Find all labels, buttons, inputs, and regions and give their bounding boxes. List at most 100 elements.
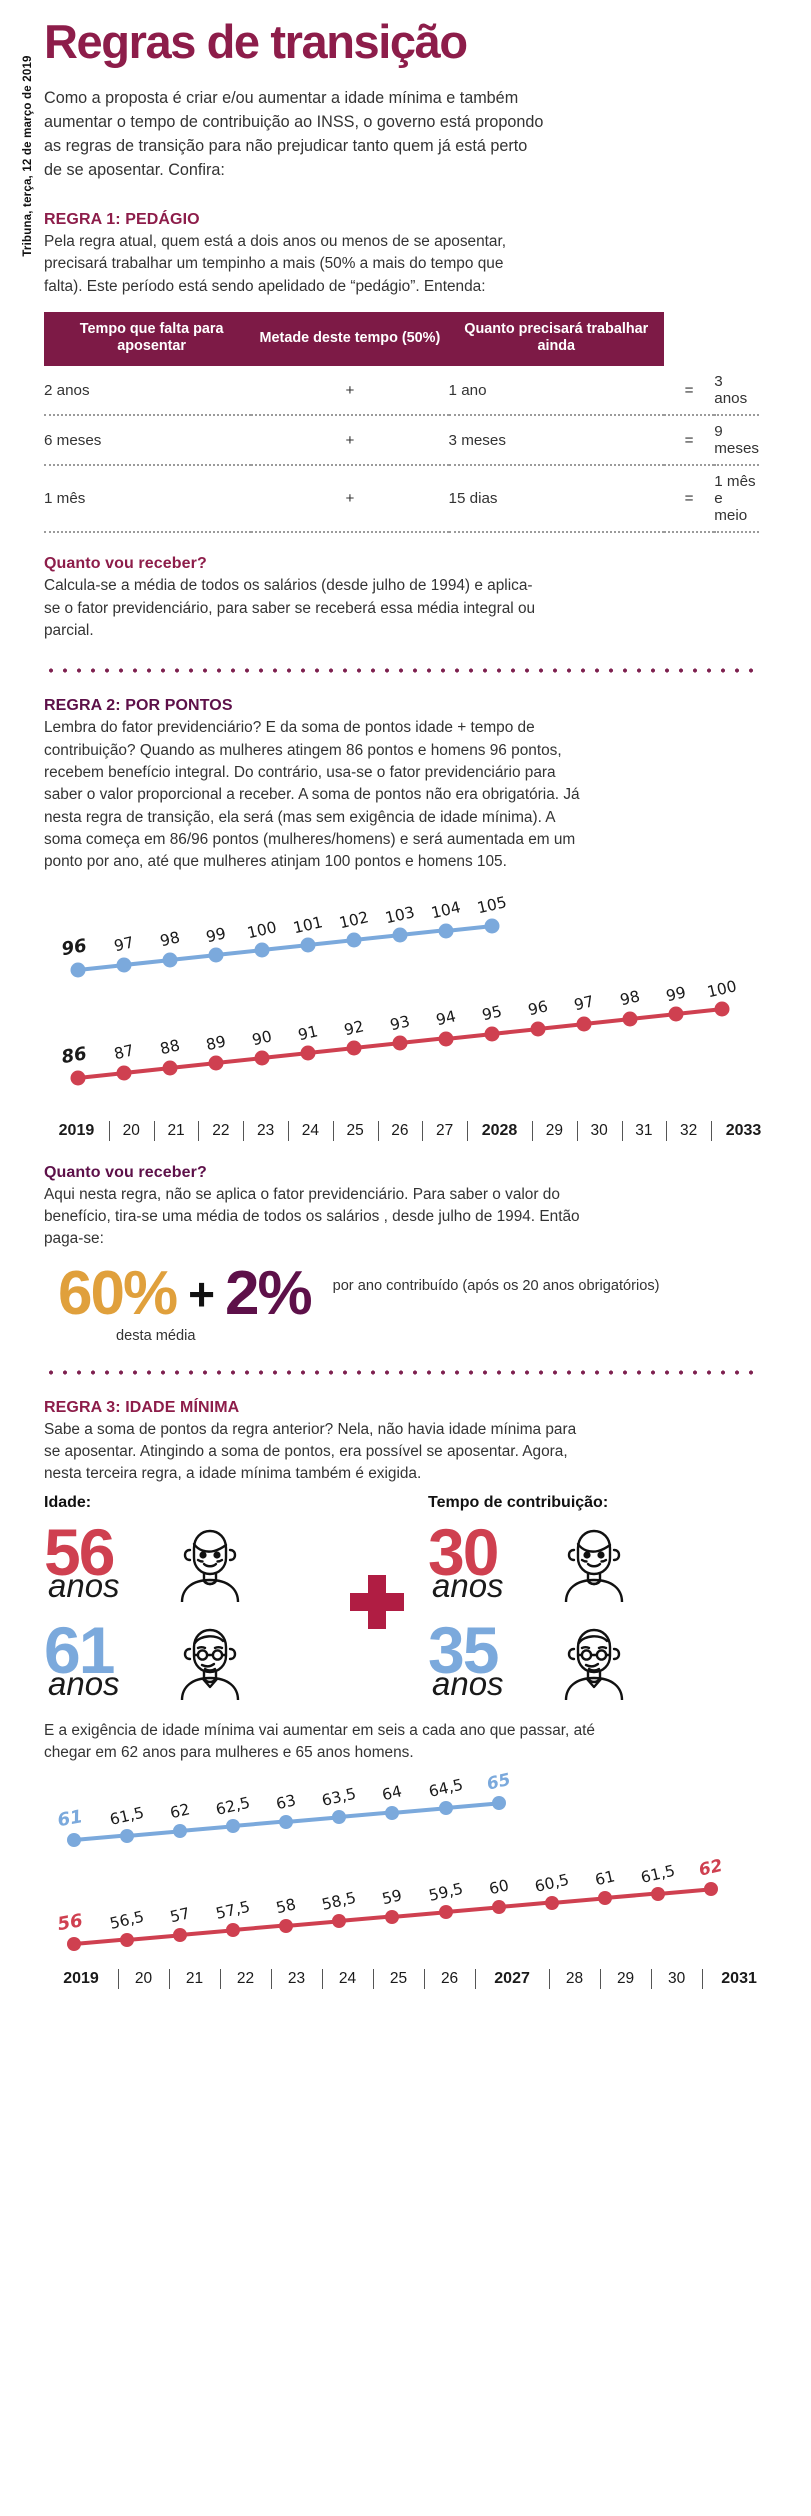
chart-point-label: 65 (484, 1770, 513, 1796)
pedagio-table: Tempo que falta para aposentar Metade de… (44, 311, 759, 534)
chart-data-point (208, 1055, 224, 1071)
year-tick: 28 (549, 1968, 600, 1990)
chart-point-label: 64 (380, 1781, 405, 1804)
chart-data-point (346, 1040, 362, 1056)
percent-60-value: 60% (58, 1258, 178, 1328)
cell-metade: 1 ano (448, 381, 487, 399)
chart-data-point (332, 1914, 347, 1929)
cell-quanto: 1 mês e meio (714, 473, 756, 525)
chart-point-label: 104 (429, 898, 463, 923)
chart-point-label: 89 (204, 1031, 228, 1054)
chart-data-point (438, 923, 454, 938)
chart-data-point (392, 927, 408, 943)
chart-point-label: 99 (664, 982, 688, 1005)
year-tick: 24 (287, 1120, 333, 1142)
chart-point-label: 57,5 (214, 1897, 253, 1924)
chart-data-point (576, 1016, 592, 1032)
year-tick: 2027 (475, 1968, 549, 1990)
chart-point-label: 96 (60, 935, 89, 961)
tempo-caption: Tempo de contribuição: (428, 1493, 609, 1511)
chart-point-label: 102 (337, 907, 371, 933)
chart-data-point (173, 1928, 188, 1943)
chart-data-point (173, 1824, 188, 1839)
chart-data-point (714, 1001, 730, 1017)
publication-credit-text: Tribuna, terça, 12 de março de 2019 (22, 55, 34, 257)
year-tick: 22 (220, 1968, 271, 1990)
chart-point-label: 61 (593, 1867, 617, 1890)
cell-operator-equals: = (684, 490, 694, 508)
publication-credit-strip: Tribuna, terça, 12 de março de 2019 (0, 0, 34, 340)
chart-data-point (622, 1011, 638, 1027)
chart-data-point (491, 1796, 506, 1811)
table-row: 1 mês + 15 dias = 1 mês e meio (44, 465, 759, 533)
regra-2-receber-text: Aqui nesta regra, não se aplica o fator … (44, 1185, 580, 1248)
chart-point-label: 92 (342, 1017, 366, 1040)
chart-point-label: 61,5 (108, 1803, 146, 1829)
idade-mulher-unit: anos (48, 1566, 120, 1604)
chart-data-point (668, 1006, 684, 1022)
chart-data-point (484, 918, 500, 934)
year-tick: 21 (168, 1968, 220, 1990)
percent-60-subcaption: desta média (116, 1327, 196, 1344)
chart-data-point (385, 1805, 400, 1820)
chart-data-point (254, 1050, 270, 1066)
chart-data-point (530, 1021, 546, 1037)
chart-data-point (484, 1026, 500, 1042)
woman-avatar-icon (558, 1524, 630, 1602)
chart-data-point (300, 1045, 316, 1061)
idade-caption: Idade: (44, 1493, 92, 1511)
regra-2-receber-heading: Quanto vou receber? (44, 1163, 207, 1181)
year-tick: 2031 (702, 1968, 776, 1990)
section-regra-3: REGRA 3: IDADE MÍNIMA Sabe a soma de pon… (44, 1399, 789, 1991)
cell-tempo-falta: 6 meses (44, 431, 102, 449)
year-tick: 20 (117, 1968, 169, 1990)
regra-1-text: Pela regra atual, quem está a dois anos … (44, 232, 507, 295)
chart-point-label: 103 (383, 903, 417, 928)
cell-operator-plus: + (345, 381, 355, 399)
year-tick: 31 (621, 1120, 667, 1142)
chart-data-point (438, 1801, 453, 1816)
chart-data-point (208, 947, 224, 963)
chart-point-label: 59,5 (426, 1879, 465, 1905)
chart-point-label: 62 (696, 1855, 725, 1881)
age-chart-year-axis: 2019 20 21 22 23 24 25 26 2027 28 29 30 2031 (44, 1968, 776, 1990)
percent-2-value: 2% (224, 1258, 313, 1328)
points-chart-year-axis: 2019 20 21 22 23 24 25 26 27 2028 29 30 31 32 2033 (44, 1120, 776, 1142)
cell-metade: 15 dias (448, 490, 498, 508)
chart-data-point (67, 1937, 81, 1952)
chart-data-point (332, 1810, 347, 1825)
chart-point-label: 95 (480, 1002, 504, 1025)
chart-point-label: 98 (618, 987, 642, 1010)
regra-2-text: Lembra do fator previdenciário? E da som… (44, 719, 580, 871)
chart-point-label: 97 (112, 933, 136, 956)
idade-homem-unit: anos (48, 1664, 120, 1702)
man-avatar-icon (174, 1622, 246, 1700)
chart-point-label: 96 (526, 997, 550, 1020)
chart-data-point (226, 1819, 241, 1834)
chart-data-point (438, 1031, 454, 1046)
man-avatar-icon (558, 1622, 630, 1700)
chart-point-label: 90 (250, 1026, 274, 1049)
regra-2-heading: REGRA 2: POR PONTOS (44, 697, 233, 715)
chart-point-label: 61 (56, 1806, 85, 1832)
year-tick: 25 (373, 1968, 424, 1990)
chart-data-point (254, 942, 270, 958)
tempo-mulher-value: 30 (428, 1515, 499, 1590)
chart-data-point (597, 1891, 612, 1906)
minimum-age-figures: Idade: 56 anos (44, 1494, 789, 1710)
chart-point-label: 88 (158, 1036, 182, 1059)
percent-note: por ano contribuído (após os 20 anos obr… (332, 1277, 660, 1294)
chart-point-label: 63 (274, 1791, 298, 1814)
regra-1-heading: REGRA 1: PEDÁGIO (44, 210, 200, 228)
regra-3-closing-text: E a exigência de idade mínima vai aument… (44, 1721, 595, 1761)
year-tick: 22 (198, 1120, 243, 1142)
col-header-tempo-falta: Tempo que falta para aposentar (44, 311, 252, 367)
table-header-row: Tempo que falta para aposentar Metade de… (44, 311, 759, 367)
cell-operator-plus: + (345, 431, 355, 449)
tempo-homem-value: 35 (428, 1613, 499, 1688)
chart-data-point (226, 1923, 241, 1938)
divider-1 (44, 668, 759, 674)
benefit-percentage-block: 60% + 2% por ano contribuído (após os 20… (44, 1258, 789, 1328)
cell-tempo-falta: 1 mês (44, 490, 86, 508)
chart-point-label: 91 (296, 1021, 320, 1044)
